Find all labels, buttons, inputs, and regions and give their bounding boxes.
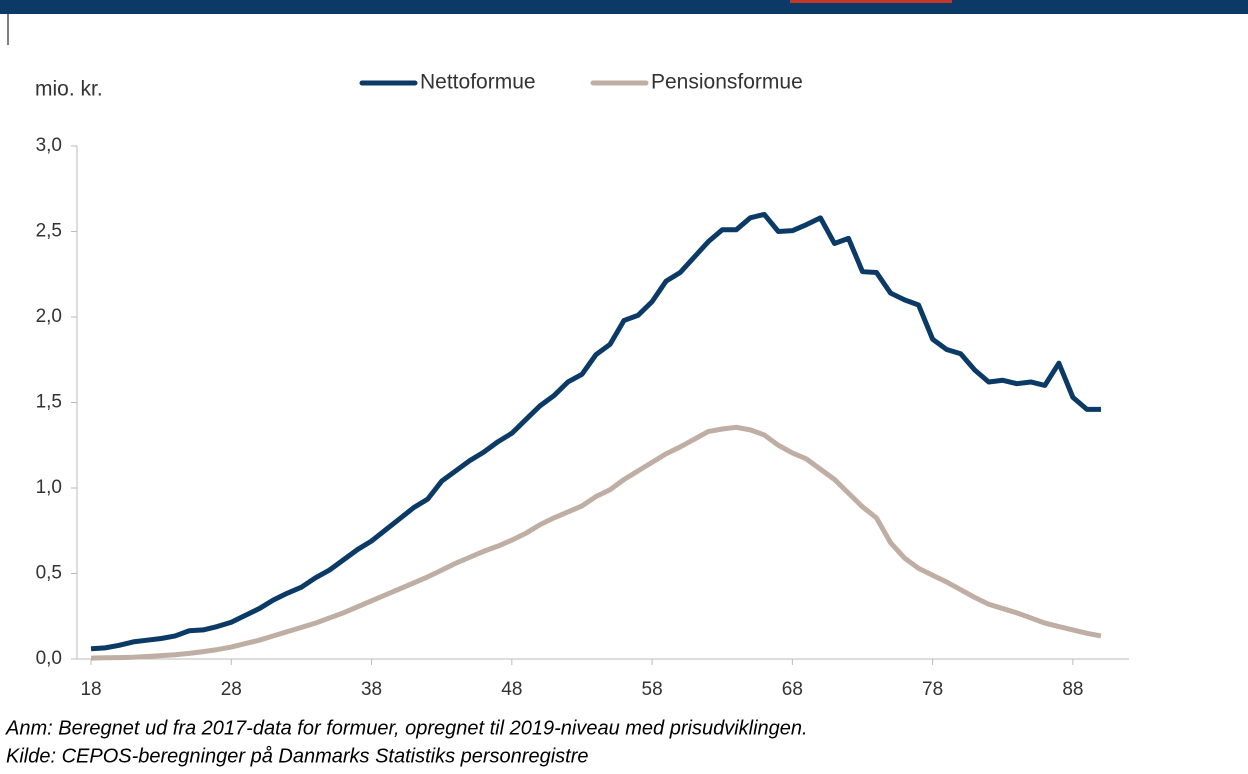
header-band — [0, 0, 1248, 14]
x-tick-label: 58 — [642, 679, 663, 700]
x-tick-label: 48 — [501, 679, 522, 700]
y-tick-label: 2,5 — [36, 221, 62, 242]
note: Anm: Beregnet ud fra 2017-data for formu… — [5, 717, 808, 739]
y-axis-label: mio. kr. — [35, 78, 103, 101]
y-tick-label: 1,5 — [36, 392, 62, 413]
y-tick-label: 3,0 — [36, 135, 62, 156]
x-tick-label: 18 — [80, 679, 101, 700]
y-tick-label: 2,0 — [36, 306, 62, 327]
legend-label: Pensionsformue — [651, 71, 803, 94]
x-tick-label: 28 — [221, 679, 242, 700]
y-tick-label: 0,5 — [36, 563, 62, 584]
x-tick-label: 68 — [782, 679, 803, 700]
x-tick-label: 38 — [361, 679, 382, 700]
x-tick-label: 88 — [1062, 679, 1083, 700]
line-series — [90, 211, 1101, 652]
source: Kilde: CEPOS-beregninger på Danmarks Sta… — [6, 745, 588, 767]
legend-label: Nettoformue — [420, 71, 536, 94]
header-highlight — [790, 0, 952, 3]
y-tick-label: 0,0 — [36, 648, 62, 669]
x-tick-label: 78 — [922, 679, 943, 700]
line-series — [90, 424, 1102, 661]
y-tick-label: 1,0 — [36, 477, 62, 498]
